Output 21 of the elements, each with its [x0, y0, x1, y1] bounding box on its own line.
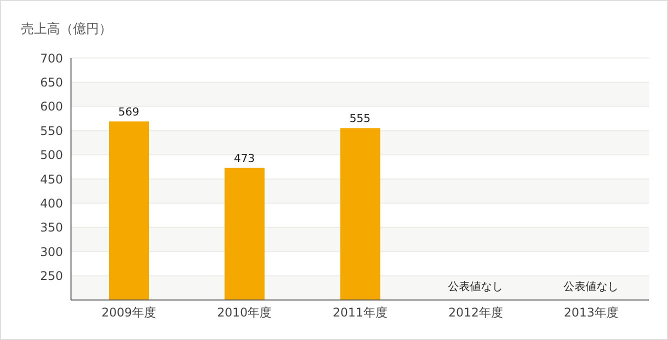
text: 公表値なし [448, 280, 504, 293]
data-label: 569 [118, 105, 140, 118]
y-tick-label: 400 [40, 196, 63, 210]
x-tick-label: 2010年度 [217, 306, 272, 320]
y-tick-label: 600 [40, 100, 63, 114]
y-tick-label: 250 [40, 269, 63, 284]
x-tick-label: 2012年度 [448, 306, 503, 320]
y-tick-label: 650 [40, 75, 63, 90]
y-tick-label: 700 [40, 51, 63, 66]
y-tick-label: 450 [40, 172, 63, 186]
y-tick-label: 350 [40, 220, 63, 235]
data-label: 473 [234, 152, 255, 165]
x-tick-label: 2009年度 [102, 306, 156, 320]
y-axis-title: 売上高（億円） [21, 21, 112, 38]
text: 公表値なし [564, 280, 619, 293]
y-tick-label: 550 [40, 124, 63, 138]
x-tick-label: 2011年度 [332, 306, 388, 320]
y-tick-label: 300 [40, 244, 63, 259]
x-tick-label: 2013年度 [564, 306, 618, 320]
data-label: 555 [350, 112, 370, 126]
y-tick-label: 500 [40, 148, 63, 162]
